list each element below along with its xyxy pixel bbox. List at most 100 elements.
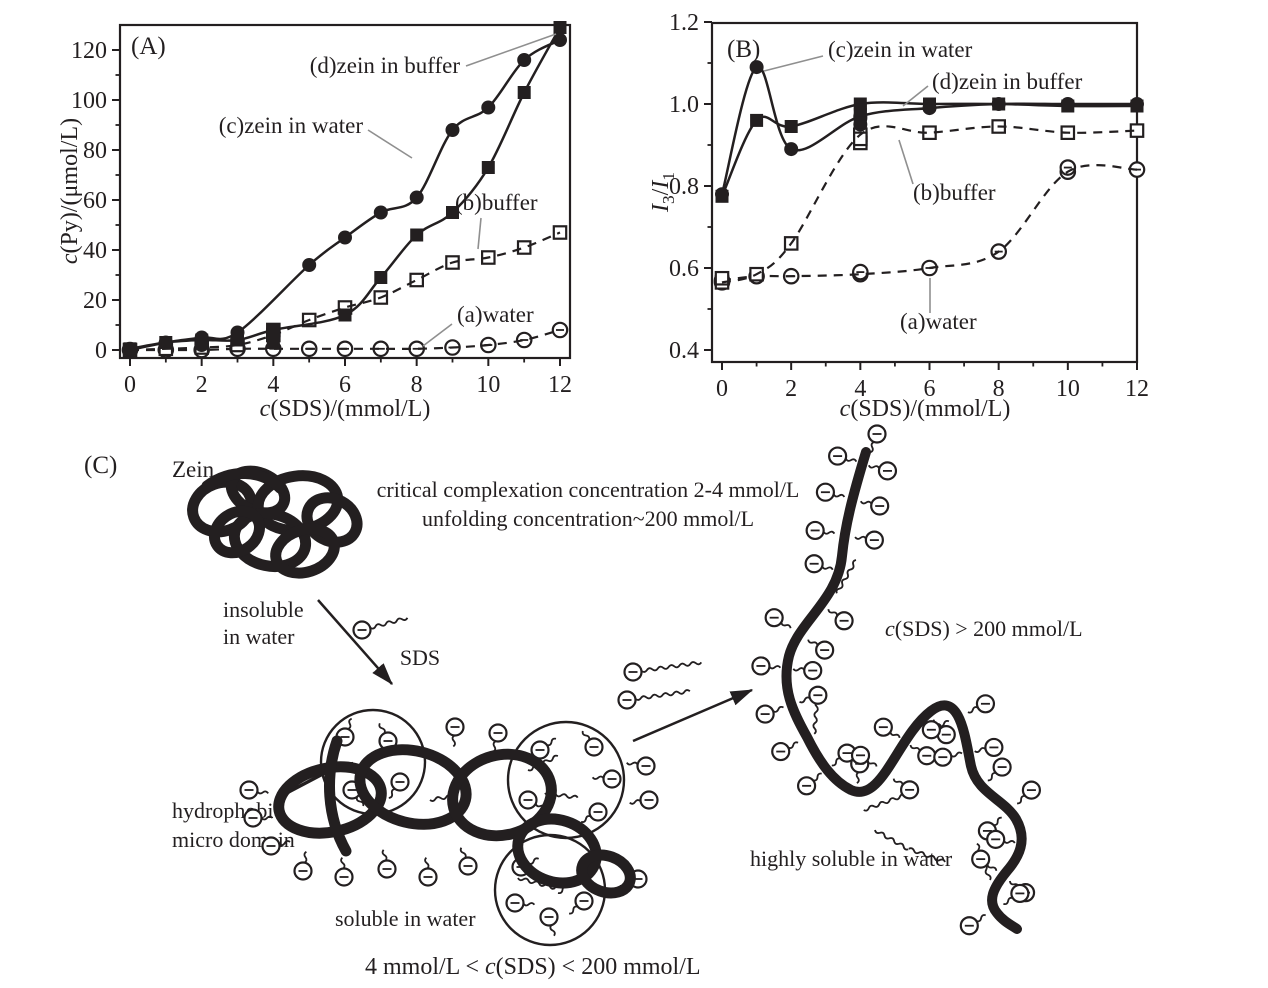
zein-unfolded-chain	[751, 424, 1042, 936]
series-annotation: (a)water	[422, 302, 534, 347]
sds-tail	[355, 796, 365, 807]
sds-tail	[831, 757, 841, 767]
panel-label: (B)	[727, 36, 760, 63]
zein-sds-complex	[239, 708, 659, 947]
sds-molecule-icon	[445, 717, 465, 748]
series-annotation: (b)buffer	[898, 139, 996, 205]
annotation-pointer-line	[898, 139, 914, 185]
x-tick-label: 10	[1056, 376, 1080, 402]
series--b-buffer	[714, 119, 1145, 290]
insoluble-label-line2: in water	[223, 624, 295, 649]
sds-tail	[867, 464, 881, 469]
sds-tail	[424, 856, 430, 870]
plot-box	[710, 21, 1139, 364]
sds-tail	[792, 667, 806, 672]
chain-squiggle	[835, 559, 857, 594]
diagram-c: (C) Zein critical complexation concentra…	[84, 424, 1083, 980]
marker-filled-square	[123, 342, 137, 356]
sds-molecule-icon	[751, 656, 782, 676]
sds-tail	[522, 902, 536, 907]
marker-filled-circle	[373, 205, 388, 220]
marker-filled-circle	[749, 60, 764, 75]
sds-tail	[844, 458, 858, 463]
tangle-strand	[201, 468, 286, 494]
diagram-artwork	[187, 424, 1042, 947]
x-tick-label: 6	[924, 376, 936, 402]
marker-filled-square	[784, 120, 798, 133]
sds-tail	[581, 730, 591, 741]
y-tick-label: 20	[83, 288, 107, 314]
annotation-pointer-line	[763, 55, 824, 72]
sds-molecule-icon	[418, 856, 438, 887]
sds-tail	[369, 617, 409, 630]
insoluble-label-line1: insoluble	[223, 597, 304, 622]
marker-open-square	[516, 240, 532, 255]
marker-filled-circle	[517, 53, 532, 67]
sds-tail	[260, 815, 274, 821]
sds-tail	[799, 696, 811, 704]
soluble-label: soluble in water	[335, 906, 476, 931]
tangle-loop	[301, 492, 363, 548]
protein-loop	[512, 813, 602, 889]
annotation-pointer-line	[465, 33, 557, 67]
marker-filled-square	[517, 86, 531, 99]
sds-molecule-icon	[334, 856, 354, 887]
sds-molecule-icon	[617, 689, 691, 710]
sds-tail	[591, 775, 605, 780]
series--d-zein-in-buffer	[715, 97, 1144, 203]
sds-tail	[549, 924, 556, 937]
sds-molecule-icon	[792, 660, 823, 681]
sds-tail	[993, 816, 1002, 827]
marker-filled-circle	[445, 123, 460, 137]
sds-label: SDS	[400, 645, 440, 670]
sds-tail	[780, 622, 792, 629]
x-tick-label: 8	[411, 372, 423, 398]
y-axis-title: c(Py)/(μmol/L)	[57, 118, 83, 264]
protein-loop	[447, 748, 557, 842]
marker-filled-square	[195, 333, 209, 347]
sds-tail	[860, 500, 873, 505]
marker-filled-square	[266, 323, 280, 337]
sds-tail	[976, 914, 986, 923]
series-annotation: (c)zein in water	[219, 113, 413, 159]
sds-tail	[854, 535, 867, 540]
annotation-pointer-line	[477, 217, 482, 250]
sds-tail	[909, 744, 921, 752]
sds-molecule-icon	[377, 849, 397, 879]
annotation-label: (c)zein in water	[219, 113, 364, 138]
sds-molecule-icon	[539, 907, 559, 937]
annotation-label: (a)water	[457, 302, 534, 327]
sds-tail	[987, 771, 996, 782]
annotation-label: (d)zein in buffer	[310, 53, 461, 78]
series-annotation: (b)buffer	[455, 190, 538, 250]
sds-tail	[381, 849, 388, 862]
sds-tail	[347, 717, 353, 730]
panel-label: (A)	[131, 33, 166, 60]
series-line	[129, 231, 561, 352]
sds-molecule-icon	[986, 829, 1016, 849]
sds-molecule-icon	[804, 554, 834, 574]
sds-tail	[629, 799, 642, 805]
chain-squiggle	[863, 793, 906, 812]
sds-tail	[1003, 840, 1016, 844]
sds-molecule-icon	[530, 737, 557, 760]
series-annotation: (d)zein in buffer	[310, 33, 557, 78]
x-axis-title: c(SDS)/(mmol/L)	[260, 396, 431, 422]
sds-molecule-icon	[933, 747, 963, 767]
unfolded-protein-chain	[781, 447, 1027, 934]
sds-molecule-icon	[261, 836, 291, 856]
sds-molecule-icon	[239, 780, 269, 800]
series-line	[721, 125, 1138, 284]
sds-molecule-icon	[580, 802, 608, 823]
sds-tail	[892, 778, 904, 786]
sds-tail	[967, 706, 979, 714]
sds-molecule-icon	[505, 893, 536, 913]
series-annotation: (a)water	[900, 278, 977, 334]
annotation-pointer-line	[367, 129, 413, 159]
y-tick-label: 40	[83, 238, 107, 264]
sds-molecule-icon	[626, 756, 656, 776]
series-annotation: (d)zein in buffer	[902, 69, 1083, 107]
sds-tail	[821, 565, 834, 571]
marker-filled-square	[446, 206, 459, 219]
